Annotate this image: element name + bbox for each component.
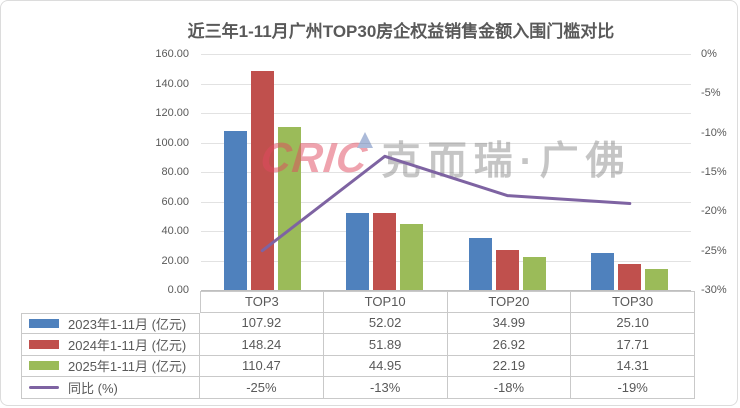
legend-label: 2023年1-11月 (亿元) [68, 316, 187, 332]
left-axis-tick-label: 120.00 [155, 107, 189, 119]
table-value: -25% [200, 377, 324, 399]
table-value: -18% [447, 377, 572, 399]
gridline [201, 54, 691, 55]
table-value: 51.89 [323, 334, 448, 356]
bar-group-top10 [324, 54, 447, 290]
left-axis-tick-label: 80.00 [161, 166, 189, 178]
bar [645, 268, 669, 290]
left-axis-tick-label: 40.00 [161, 225, 189, 237]
bar-legend-swatch [29, 361, 59, 371]
gridline [201, 83, 691, 85]
bar-legend-swatch [29, 318, 59, 328]
line-legend-swatch [29, 385, 59, 389]
right-y-axis: 0% -5% -10% -15% -20% -25% -30% [701, 48, 737, 296]
right-axis-tick-label: -5% [701, 87, 721, 100]
legend-cell: 2024年1-11月 (亿元) [21, 334, 200, 356]
gridline [201, 142, 691, 144]
legend-label: 2025年1-11月 (亿元) [68, 359, 187, 375]
watermark: CRIC 克而瑞·广佛 [259, 130, 632, 186]
gridline [201, 231, 691, 232]
bar-legend-swatch [29, 339, 59, 349]
bar-group-top3 [201, 54, 324, 290]
gridline [201, 113, 691, 114]
table-value: 22.19 [447, 355, 572, 377]
bar [250, 71, 274, 290]
bar [468, 238, 492, 290]
legend-label: 同比 (%) [68, 380, 118, 396]
right-axis-tick-label: -30% [701, 284, 727, 296]
table-value: 14.31 [571, 355, 695, 377]
left-axis-tick-label: 0.00 [167, 284, 189, 296]
category-header: TOP30 [571, 291, 695, 313]
bar [223, 130, 247, 290]
table-corner-cell [21, 291, 200, 313]
table-value: 44.95 [323, 355, 448, 377]
left-axis-tick-label: 60.00 [161, 195, 189, 208]
right-axis-tick-label: -15% [701, 166, 727, 178]
table-value: 110.47 [200, 355, 324, 377]
right-axis-tick-label: -20% [701, 205, 727, 218]
table-value: 34.99 [447, 312, 572, 334]
gridline [201, 260, 691, 262]
plot-area: CRIC 克而瑞·广佛 [201, 54, 692, 291]
legend-label: 2024年1-11月 (亿元) [68, 337, 187, 353]
left-axis-tick-label: 160.00 [155, 48, 189, 60]
legend-cell: 2023年1-11月 (亿元) [21, 312, 200, 334]
table-value: 148.24 [200, 334, 324, 356]
table-value: 52.02 [323, 312, 448, 334]
category-header: TOP20 [447, 291, 572, 313]
bar [346, 213, 370, 290]
gridline [201, 201, 691, 203]
left-axis-tick-label: 100.00 [155, 136, 189, 149]
chart-title: 近三年1-11月广州TOP30房企权益销售金额入围门槛对比 [187, 22, 615, 41]
legend-cell: 同比 (%) [21, 377, 200, 399]
right-axis-tick-label: -10% [701, 126, 727, 139]
data-table: TOP3 TOP10 TOP20 TOP30 2023年1-11月 (亿元) 107.92… [21, 291, 695, 399]
yoy-line [260, 154, 632, 253]
right-axis-tick-label: -25% [701, 244, 727, 257]
bar-group-top30 [569, 54, 692, 290]
watermark-text: 克而瑞·广佛 [381, 140, 632, 183]
table-value: 17.71 [571, 334, 695, 356]
bar [522, 257, 546, 290]
bar [400, 223, 424, 290]
left-axis-tick-label: 140.00 [155, 77, 189, 90]
table-value: 107.92 [200, 312, 324, 334]
bar [277, 127, 301, 290]
table-value: -13% [323, 377, 448, 399]
left-y-axis: 160.00 140.00 120.00 100.00 80.00 60.00 40.00 2… [119, 48, 189, 296]
table-value: 25.10 [571, 312, 695, 334]
bar-group-top20 [446, 54, 569, 290]
line-series-layer [260, 154, 632, 253]
bar [618, 263, 642, 290]
cric-logo-triangle-icon [357, 132, 373, 148]
bar [495, 250, 519, 290]
table-value: 26.92 [447, 334, 572, 356]
gridline [201, 172, 691, 173]
x-axis-line [201, 290, 691, 291]
right-axis-tick-label: 0% [701, 48, 717, 60]
category-header: TOP10 [323, 291, 448, 313]
bar [591, 252, 615, 290]
table-value: -19% [571, 377, 695, 399]
left-axis-tick-label: 20.00 [161, 254, 189, 267]
category-header: TOP3 [200, 291, 324, 313]
bar [373, 213, 397, 290]
legend-cell: 2025年1-11月 (亿元) [21, 355, 200, 377]
